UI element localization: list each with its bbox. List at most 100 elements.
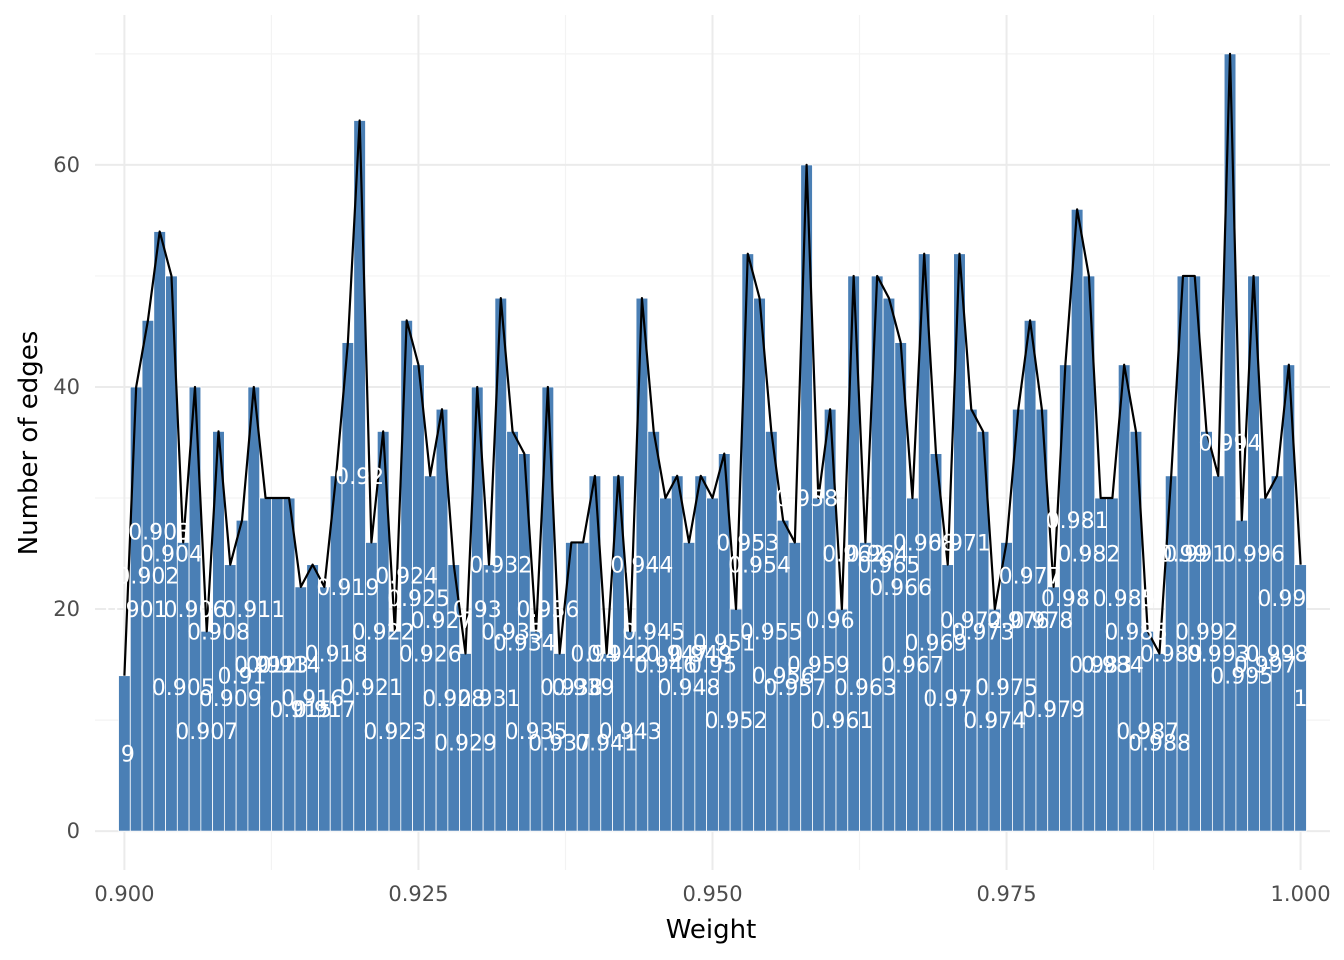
bar-value-label: 0.934: [493, 631, 556, 656]
bar-value-label: 0.953: [716, 531, 779, 556]
bar-value-label: 0.981: [1046, 509, 1109, 534]
bar-value-label: 0.989: [1140, 642, 1203, 667]
bar-value-label: 0.987: [1116, 720, 1179, 745]
bar-value-label: 0.905: [152, 676, 215, 701]
bar-value-label: 0.939: [552, 676, 615, 701]
bar-value-label: 0.931: [458, 687, 521, 712]
bar-value-label: 0.991: [1163, 543, 1226, 568]
x-tick-label: 0.950: [682, 882, 742, 906]
bar-value-label: 0.907: [175, 720, 238, 745]
bar-value-label: 0.958: [775, 487, 838, 512]
bar-value-label: 0.901: [105, 598, 168, 623]
bar-value-label: 0.979: [1022, 698, 1085, 723]
bar-value-label: 0.933: [481, 620, 544, 645]
bar-value-label: 0.923: [363, 720, 426, 745]
bar-value-label: 0.942: [587, 642, 650, 667]
bar-value-label: 0.965: [857, 554, 920, 579]
bar-value-label: 0.963: [834, 676, 897, 701]
bar-value-label: 0.985: [1093, 587, 1156, 612]
bar-value-label: 0.964: [846, 543, 909, 568]
bar-value-label: 0.932: [469, 554, 532, 579]
bar-value-label: 0.916: [281, 687, 344, 712]
bar-value-label: 0.959: [787, 654, 850, 679]
bar-value-label: 0.99: [1158, 543, 1207, 568]
bar-value-label: 0.944: [610, 554, 673, 579]
bar-value-label: 0.999: [1257, 587, 1320, 612]
bar-value-label: 0.968: [893, 531, 956, 556]
bar-value-label: 0.951: [693, 631, 756, 656]
bar-value-label: 0.967: [881, 654, 944, 679]
bar-value-label: 0.994: [1199, 432, 1262, 457]
bar-value-label: 0.952: [705, 709, 768, 734]
bar-value-label: 0.957: [763, 676, 826, 701]
bar-value-label: 0.972: [940, 609, 1003, 634]
bar-value-label: 0.935: [505, 720, 568, 745]
bar-value-label: 0.915: [269, 698, 332, 723]
bar-value-label: 0.955: [740, 620, 803, 645]
bar-value-label: 0.984: [1081, 654, 1144, 679]
bar-value-label: 1: [1294, 687, 1308, 712]
bar-value-label: 0.949: [669, 642, 732, 667]
bar-value-label: 0.97: [923, 687, 972, 712]
bar-value-label: 0.961: [810, 709, 873, 734]
x-tick-label: 1.000: [1271, 882, 1331, 906]
y-tick-label: 20: [53, 597, 80, 621]
x-tick-label: 0.925: [388, 882, 448, 906]
bar-value-label: 0.918: [305, 642, 368, 667]
bar-value-label: 0.983: [1069, 654, 1132, 679]
bar-value-label: 0.946: [634, 654, 697, 679]
bar-value-label: 0.917: [293, 698, 356, 723]
y-axis-ticks: 0 20 40 60: [53, 153, 80, 843]
bar-value-label: 0.971: [928, 531, 991, 556]
bar-value-label: 0.978: [1010, 609, 1073, 634]
bar-value-label: 0.993: [1187, 642, 1250, 667]
x-axis-title: Weight: [666, 915, 757, 945]
bar-value-label: 0.988: [1128, 731, 1191, 756]
bar-value-label: 0.969: [904, 631, 967, 656]
bar-value-label: 0.924: [375, 565, 438, 590]
bar-value-label: 0.962: [822, 543, 885, 568]
bar-value-label: 0.911: [222, 598, 285, 623]
bar-value-label: 0.974: [963, 709, 1026, 734]
bar-value-label: 0.941: [575, 731, 638, 756]
y-tick-label: 0: [67, 819, 80, 843]
bar-value-label: 0.912: [234, 654, 297, 679]
bar-value-label: 0.93: [453, 598, 502, 623]
bar-value-label: 0.919: [316, 576, 379, 601]
bar-value-label: 0.902: [116, 565, 179, 590]
bar-value-label: 0.908: [187, 620, 250, 645]
bar-value-label: 0.95: [688, 654, 737, 679]
bar-value-label: 0.966: [869, 576, 932, 601]
bar-value-label: 0.943: [599, 720, 662, 745]
bar-value-label: 0.922: [352, 620, 415, 645]
bar-value-label: 0.903: [128, 520, 191, 545]
bar-value-label: 0.986: [1104, 620, 1167, 645]
bar-value-label: 0.96: [806, 609, 855, 634]
bar-value-label: 0.945: [622, 620, 685, 645]
bar-value-label: 0.904: [140, 543, 203, 568]
bar-value-label: 0.91: [218, 665, 267, 690]
bar-value-label: 0.973: [952, 620, 1015, 645]
bar-value-label: 0.937: [528, 731, 591, 756]
y-tick-label: 60: [53, 153, 80, 177]
bar-value-label: 0.995: [1210, 665, 1273, 690]
count-polyline: [123, 52, 1302, 676]
x-tick-label: 0.975: [976, 882, 1036, 906]
bar-value-label: 0.914: [258, 654, 321, 679]
bar-value-label: 0.92: [335, 465, 384, 490]
bar-value-label: 0.992: [1175, 620, 1238, 645]
bar-value-label: 0.926: [399, 642, 462, 667]
bar-value-label: 0.975: [975, 676, 1038, 701]
y-tick-label: 40: [53, 375, 80, 399]
bar-value-label: 0.998: [1246, 642, 1309, 667]
y-axis-title: Number of edges: [14, 331, 44, 556]
bar-value-label: 0.909: [199, 687, 262, 712]
bar-value-label: 0.913: [246, 654, 309, 679]
bar-value-label: 0.954: [728, 554, 791, 579]
bar-value-label: 0.996: [1222, 543, 1285, 568]
bar-value-label: 0.98: [1041, 587, 1090, 612]
bar-value-label: .9: [114, 742, 135, 767]
bar-value-label: 0.906: [163, 598, 226, 623]
bar-value-label: 0.938: [540, 676, 603, 701]
